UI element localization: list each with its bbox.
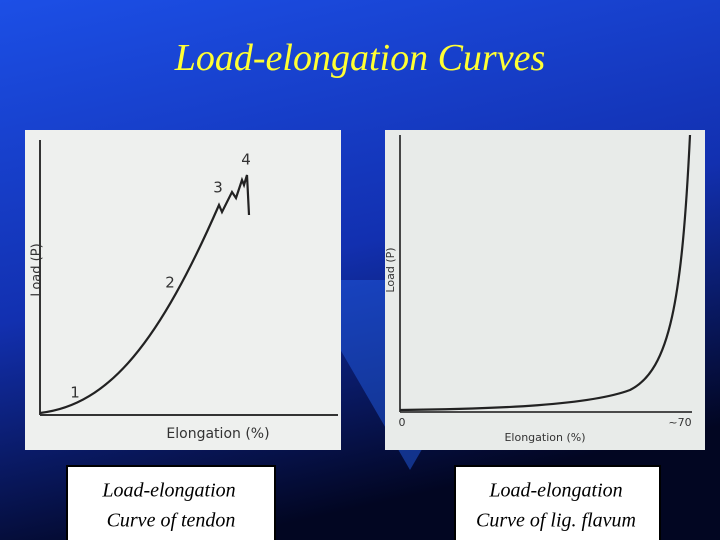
x-tick-label: ~70: [668, 416, 691, 429]
x-tick-label: 0: [399, 416, 406, 429]
curve: [39, 174, 251, 415]
caption-box: Load-elongation Curve of tendon: [66, 465, 276, 540]
caption-line: Load-elongation: [101, 480, 235, 502]
point-label: 3: [213, 179, 223, 197]
slide-title: Load-elongation Curves: [174, 37, 545, 79]
y-axis-label: Load (P): [30, 243, 45, 296]
figure: Load (P) Elongation (%) 1 2 3 4: [25, 130, 341, 450]
caption-line: Curve of lig. flavum: [476, 510, 636, 532]
curve: [399, 134, 692, 412]
figure-panel: [385, 130, 705, 450]
figure-panel: [25, 130, 341, 450]
x-axis-label: Elongation (%): [166, 426, 269, 442]
caption-frame: [66, 465, 276, 540]
point-label: 4: [241, 151, 251, 169]
caption-box: Load-elongation Curve of lig. flavum: [454, 465, 661, 540]
caption-line: Curve of tendon: [107, 510, 236, 532]
point-label: 1: [70, 384, 80, 402]
caption-frame: [454, 465, 661, 540]
point-label: 2: [165, 274, 175, 292]
figure: Load (P) Elongation (%) 0 ~70: [384, 130, 705, 450]
caption-line: Load-elongation: [488, 480, 622, 502]
x-axis-label: Elongation (%): [504, 431, 585, 444]
y-axis-label: Load (P): [384, 247, 397, 292]
